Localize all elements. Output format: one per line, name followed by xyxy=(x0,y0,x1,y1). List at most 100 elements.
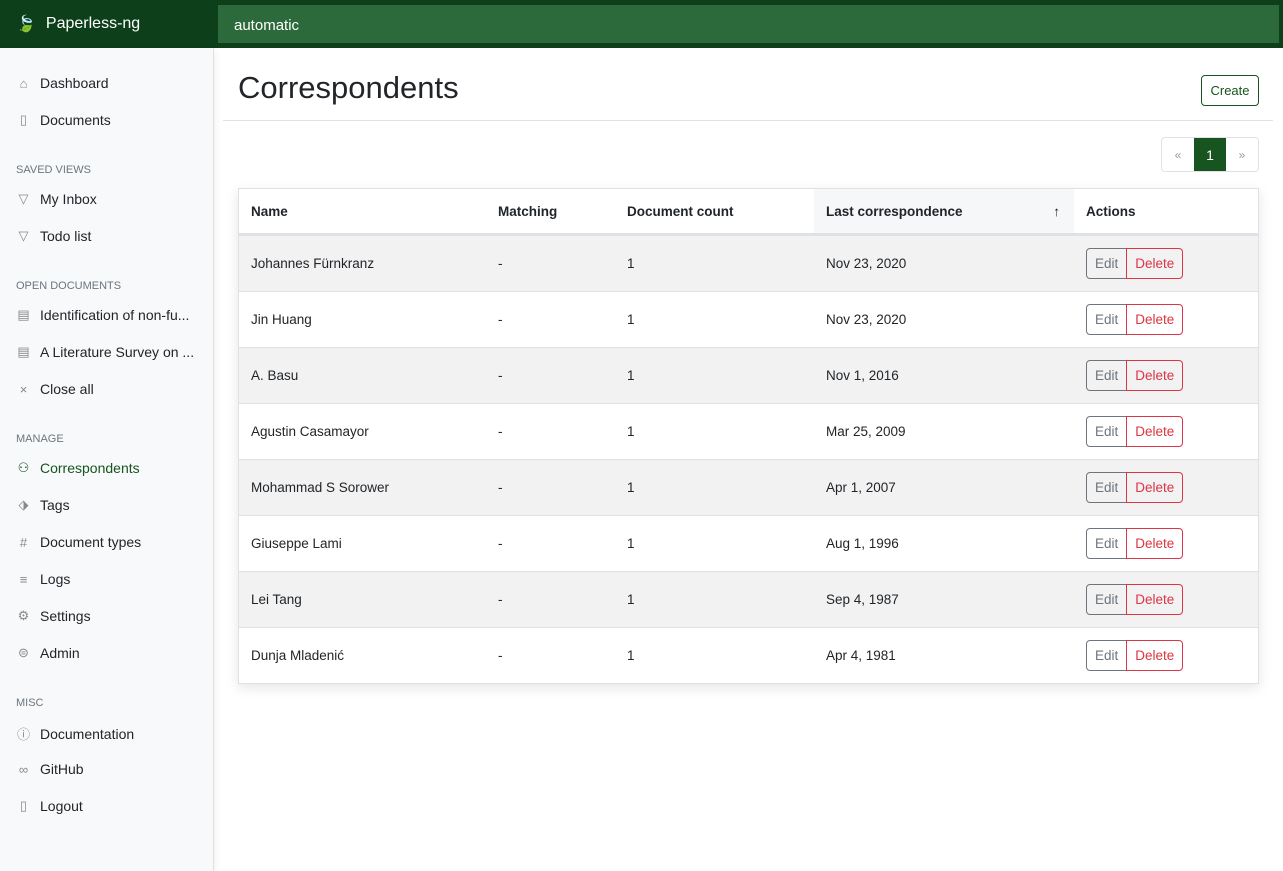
actions-cell: Edit Delete xyxy=(1074,516,1258,571)
actions-cell: Edit Delete xyxy=(1074,348,1258,403)
column-last-correspondence[interactable]: Last correspondence ↑ xyxy=(814,189,1074,233)
table-row: Giuseppe Lami - 1 Aug 1, 1996 Edit Delete xyxy=(239,515,1258,571)
leaf-logo-icon: 🍃 xyxy=(16,16,36,33)
actions-cell: Edit Delete xyxy=(1074,628,1258,683)
create-button[interactable]: Create xyxy=(1201,75,1259,106)
close-icon: × xyxy=(19,381,28,397)
matching-cell: - xyxy=(498,648,503,663)
sidebar-item-tags[interactable]: ⬗ Tags xyxy=(16,497,70,513)
delete-button[interactable]: Delete xyxy=(1126,304,1184,335)
sidebar-item-correspondents[interactable]: ⚇ Correspondents xyxy=(16,460,140,476)
name-cell: Giuseppe Lami xyxy=(251,536,342,551)
edit-button[interactable]: Edit xyxy=(1086,416,1128,447)
actions-cell: Edit Delete xyxy=(1074,404,1258,459)
tags-icon: ⬗ xyxy=(18,497,29,512)
table-row: Jin Huang - 1 Nov 23, 2020 Edit Delete xyxy=(239,291,1258,347)
label: Last correspondence xyxy=(826,203,963,219)
label: Logs xyxy=(40,571,71,587)
edit-button[interactable]: Edit xyxy=(1086,360,1128,391)
label: Close all xyxy=(40,381,94,397)
pagination: « 1 » xyxy=(1161,137,1259,172)
file-text-icon: ▤ xyxy=(17,344,30,359)
funnel-icon: ▽ xyxy=(18,228,29,243)
open-documents-header: Open documents xyxy=(16,280,122,292)
delete-button[interactable]: Delete xyxy=(1126,360,1184,391)
table-row: Agustin Casamayor - 1 Mar 25, 2009 Edit Delet… xyxy=(239,403,1258,459)
brand-link[interactable]: 🍃 Paperless-ng xyxy=(0,0,214,48)
delete-button[interactable]: Delete xyxy=(1126,528,1184,559)
label: Dashboard xyxy=(40,75,109,91)
table-header: Name Matching Document count Last corres… xyxy=(239,189,1258,235)
table-row: Lei Tang - 1 Sep 4, 1987 Edit Delete xyxy=(239,571,1258,627)
sidebar-item-todo-list[interactable]: ▽ Todo list xyxy=(16,228,92,244)
table-row: Johannes Fürnkranz - 1 Nov 23, 2020 Edit Dele… xyxy=(239,235,1258,291)
column-matching[interactable]: Matching xyxy=(498,203,558,219)
question-circle-icon: ⓘ xyxy=(16,727,30,742)
delete-button[interactable]: Delete xyxy=(1126,584,1184,615)
sidebar-item-documents[interactable]: ▯ Documents xyxy=(16,112,111,128)
delete-button[interactable]: Delete xyxy=(1126,248,1184,279)
matching-cell: - xyxy=(498,368,503,383)
edit-button[interactable]: Edit xyxy=(1086,472,1128,503)
sidebar-open-doc-2[interactable]: ▤ A Literature Survey on ... xyxy=(16,344,194,360)
column-name[interactable]: Name xyxy=(251,203,288,219)
page-title: Correspondents xyxy=(238,70,459,105)
edit-button[interactable]: Edit xyxy=(1086,528,1128,559)
sidebar-item-my-inbox[interactable]: ▽ My Inbox xyxy=(16,191,97,207)
file-text-icon: ▤ xyxy=(17,307,30,322)
table-row: Dunja Mladenić - 1 Apr 4, 1981 Edit Delete xyxy=(239,627,1258,683)
saved-views-header: Saved views xyxy=(16,164,91,176)
sidebar-item-documentation[interactable]: ⓘ Documentation xyxy=(16,724,134,743)
last-correspondence-cell: Sep 4, 1987 xyxy=(826,592,899,607)
label: A Literature Survey on ... xyxy=(40,344,195,360)
delete-button[interactable]: Delete xyxy=(1126,416,1184,447)
next-page-button[interactable]: » xyxy=(1238,147,1246,162)
label: Document types xyxy=(40,534,142,550)
edit-button[interactable]: Edit xyxy=(1086,640,1128,671)
label: Documentation xyxy=(40,725,135,742)
top-navbar: 🍃 Paperless-ng automatic xyxy=(0,0,1283,48)
prev-page-button[interactable]: « xyxy=(1174,147,1182,162)
actions-cell: Edit Delete xyxy=(1074,236,1258,291)
edit-button[interactable]: Edit xyxy=(1086,304,1128,335)
delete-button[interactable]: Delete xyxy=(1126,640,1184,671)
sidebar-item-logs[interactable]: ≡ Logs xyxy=(16,571,71,587)
toggles-icon: ⊜ xyxy=(18,645,29,660)
label: Admin xyxy=(40,645,80,661)
sidebar-item-settings[interactable]: ⚙ Settings xyxy=(16,608,91,624)
label: My Inbox xyxy=(40,191,97,207)
document-count-cell: 1 xyxy=(627,424,635,439)
divider xyxy=(223,120,1273,121)
edit-button[interactable]: Edit xyxy=(1086,248,1128,279)
person-icon: ⚇ xyxy=(17,460,30,475)
name-cell: Dunja Mladenić xyxy=(251,648,345,663)
link-icon: ∞ xyxy=(18,761,29,777)
delete-button[interactable]: Delete xyxy=(1126,472,1184,503)
last-correspondence-cell: Apr 1, 2007 xyxy=(826,480,896,495)
list-icon: ≡ xyxy=(19,571,28,587)
manage-header: Manage xyxy=(16,433,64,445)
column-document-count[interactable]: Document count xyxy=(627,203,734,219)
label: Documents xyxy=(40,112,111,128)
sidebar-item-dashboard[interactable]: ⌂ Dashboard xyxy=(16,75,109,91)
last-correspondence-cell: Apr 4, 1981 xyxy=(826,648,896,663)
sidebar-item-admin[interactable]: ⊜ Admin xyxy=(16,645,80,661)
last-correspondence-cell: Nov 23, 2020 xyxy=(826,256,907,271)
edit-button[interactable]: Edit xyxy=(1086,584,1128,615)
document-count-cell: 1 xyxy=(627,256,635,271)
sidebar-open-doc-1[interactable]: ▤ Identification of non-fu... xyxy=(16,307,189,323)
sidebar-close-all[interactable]: × Close all xyxy=(16,381,94,397)
document-count-cell: 1 xyxy=(627,592,635,607)
matching-cell: - xyxy=(498,256,503,271)
sidebar-item-document-types[interactable]: # Document types xyxy=(16,534,141,550)
sidebar-item-logout[interactable]: ▯ Logout xyxy=(16,798,83,814)
sidebar-item-github[interactable]: ∞ GitHub xyxy=(16,761,84,777)
document-count-cell: 1 xyxy=(627,368,635,383)
search-input[interactable]: automatic xyxy=(218,5,1279,43)
gear-icon: ⚙ xyxy=(17,608,30,623)
label: Logout xyxy=(40,798,83,814)
page-1-button[interactable]: 1 xyxy=(1194,138,1226,171)
name-cell: Agustin Casamayor xyxy=(251,424,369,439)
door-icon: ▯ xyxy=(19,798,28,813)
actions-cell: Edit Delete xyxy=(1074,572,1258,627)
